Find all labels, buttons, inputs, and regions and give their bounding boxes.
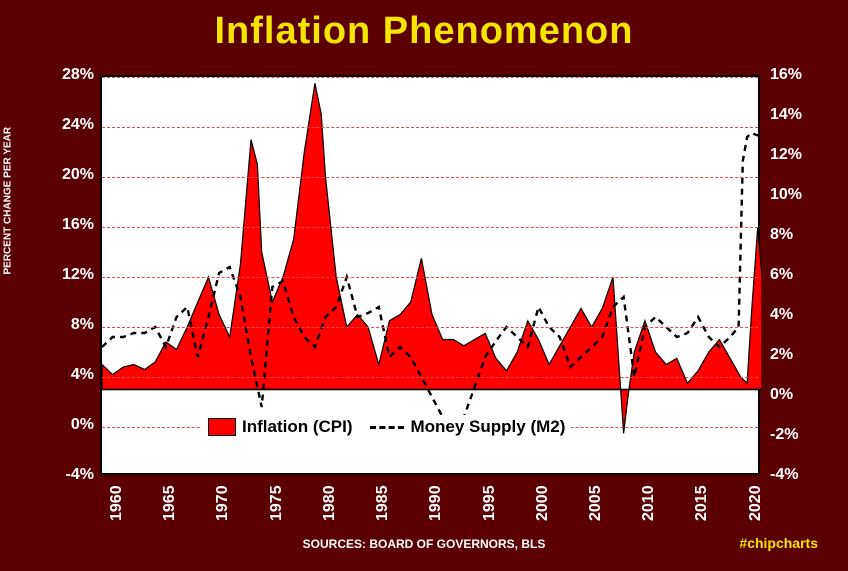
chart-title: Inflation Phenomenon	[0, 10, 848, 53]
y-right-tick-label: 8%	[770, 226, 793, 244]
y-right-tick-label: -4%	[770, 466, 798, 484]
y-right-tick-label: 12%	[770, 146, 802, 164]
y-right-tick-label: 16%	[770, 66, 802, 84]
y-right-tick-label: 0%	[770, 386, 793, 404]
grid-line	[102, 127, 758, 128]
y-left-tick-label: 12%	[44, 266, 94, 284]
y-right-tick-label: -2%	[770, 426, 798, 444]
legend: Inflation (CPI) Money Supply (M2)	[202, 415, 571, 439]
x-tick-label: 2000	[534, 485, 552, 521]
grid-line	[102, 277, 758, 278]
y-left-tick-label: -4%	[44, 466, 94, 484]
x-tick-label: 1960	[108, 485, 126, 521]
x-tick-label: 1985	[374, 485, 392, 521]
x-tick-label: 1990	[427, 485, 445, 521]
y-left-tick-label: 4%	[44, 366, 94, 384]
legend-item: Inflation (CPI)	[208, 417, 352, 437]
sources-text: SOURCES: BOARD OF GOVERNORS, BLS	[0, 537, 848, 551]
x-tick-label: 1965	[161, 485, 179, 521]
y-left-tick-label: 20%	[44, 166, 94, 184]
x-tick-label: 1995	[481, 485, 499, 521]
grid-line	[102, 327, 758, 328]
y-right-tick-label: 10%	[770, 186, 802, 204]
y-left-tick-label: 0%	[44, 416, 94, 434]
legend-swatch	[208, 418, 236, 436]
x-tick-label: 2015	[693, 485, 711, 521]
grid-line	[102, 377, 758, 378]
y-left-tick-label: 28%	[44, 66, 94, 84]
inflation-area	[102, 83, 762, 433]
grid-line	[102, 227, 758, 228]
x-tick-label: 2010	[640, 485, 658, 521]
plot-area: Inflation (CPI) Money Supply (M2)	[100, 75, 760, 475]
hashtag-text: #chipcharts	[739, 535, 818, 551]
x-tick-label: 1980	[321, 485, 339, 521]
y-left-tick-label: 24%	[44, 116, 94, 134]
grid-line	[102, 177, 758, 178]
legend-label: Inflation (CPI)	[242, 417, 352, 437]
y-right-tick-label: 4%	[770, 306, 793, 324]
legend-item: Money Supply (M2)	[370, 417, 565, 437]
x-tick-label: 2020	[747, 485, 765, 521]
y-left-tick-label: 16%	[44, 216, 94, 234]
y-right-tick-label: 2%	[770, 346, 793, 364]
legend-label: Money Supply (M2)	[410, 417, 565, 437]
y-right-tick-label: 6%	[770, 266, 793, 284]
y-left-tick-label: 8%	[44, 316, 94, 334]
x-tick-label: 1975	[268, 485, 286, 521]
legend-dash	[370, 426, 404, 429]
y-right-tick-label: 14%	[770, 106, 802, 124]
x-tick-label: 1970	[214, 485, 232, 521]
grid-line	[102, 77, 758, 78]
x-tick-label: 2005	[587, 485, 605, 521]
